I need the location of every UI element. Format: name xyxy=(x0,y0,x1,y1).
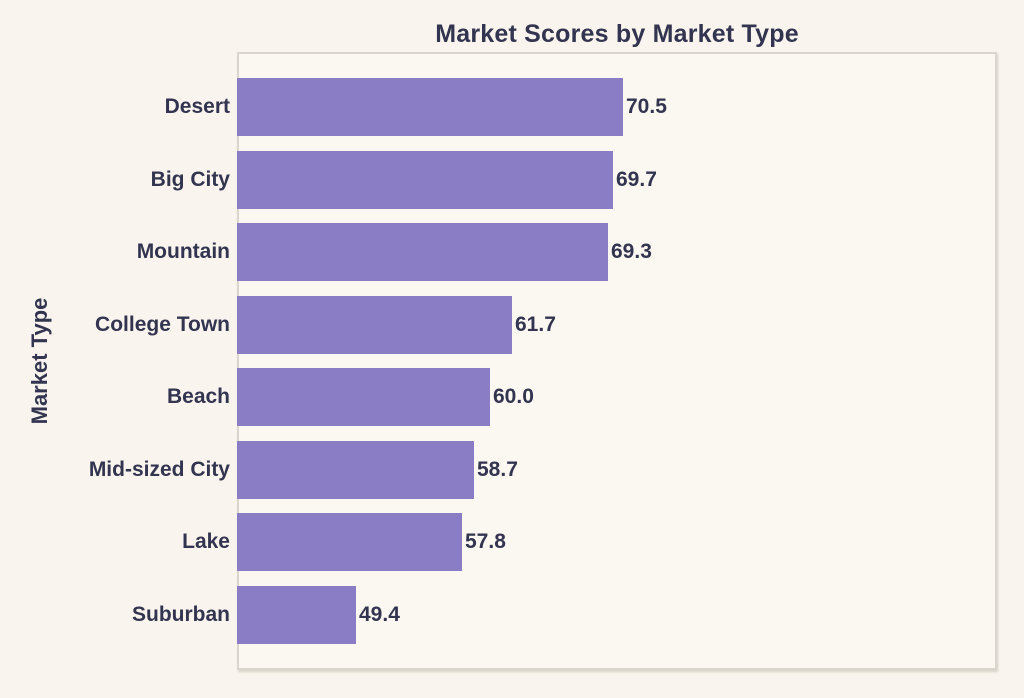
category-label-mid-sized-city: Mid-sized City xyxy=(88,457,230,481)
bar-big-city xyxy=(237,150,613,209)
value-label: 49.4 xyxy=(359,602,400,626)
value-label: 69.7 xyxy=(616,167,657,191)
value-label: 70.5 xyxy=(626,95,667,118)
category-label-college-town: College Town xyxy=(95,312,230,336)
bars-container: Desert 70.5 Big City 69.7 Mountain 69.3 Colleg… xyxy=(0,52,1024,670)
value-label: 60.0 xyxy=(493,385,534,409)
category-label-beach: Beach xyxy=(166,385,230,409)
chart-title: Market Scores by Market Type xyxy=(435,20,799,48)
value-label: 58.7 xyxy=(477,457,518,481)
category-label-mountain: Mountain xyxy=(136,240,230,264)
bar-suburban xyxy=(237,585,356,644)
category-label-desert: Desert xyxy=(164,95,230,118)
bar-row: Beach 60.0 xyxy=(0,368,1024,427)
bar-lake xyxy=(237,513,462,572)
value-label: 69.3 xyxy=(611,240,652,264)
bar-row: Mid-sized City 58.7 xyxy=(0,440,1024,499)
category-label-big-city: Big City xyxy=(150,167,230,191)
value-label: 57.8 xyxy=(465,530,506,554)
bar-row: Big City 69.7 xyxy=(0,150,1024,209)
bar-row: Mountain 69.3 xyxy=(0,223,1024,282)
bar-beach xyxy=(237,368,490,427)
bar-row: Lake 57.8 xyxy=(0,513,1024,572)
bar-row: College Town 61.7 xyxy=(0,295,1024,354)
bar-desert xyxy=(237,78,623,136)
bar-mid-sized-city xyxy=(237,440,474,499)
value-label: 61.7 xyxy=(515,312,556,336)
bar-mountain xyxy=(237,223,608,282)
bar-row: Suburban 49.4 xyxy=(0,585,1024,644)
bar-college-town xyxy=(237,295,512,354)
category-label-suburban: Suburban xyxy=(132,602,230,626)
bar-row: Desert 70.5 xyxy=(0,78,1024,136)
category-label-lake: Lake xyxy=(182,530,230,554)
